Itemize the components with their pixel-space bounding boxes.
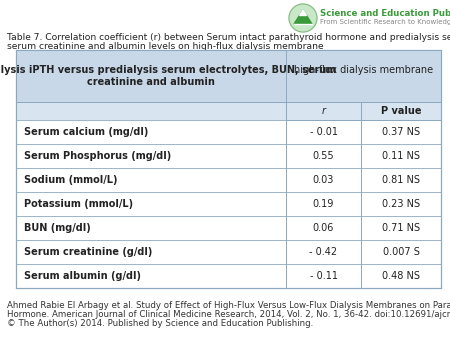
Text: P value: P value xyxy=(381,106,421,116)
Text: 0.23 NS: 0.23 NS xyxy=(382,199,420,209)
Text: Serum albumin (g/dl): Serum albumin (g/dl) xyxy=(24,271,141,281)
Text: Science and Education Publishing: Science and Education Publishing xyxy=(320,8,450,18)
Text: From Scientific Research to Knowledge: From Scientific Research to Knowledge xyxy=(320,19,450,25)
Text: 0.48 NS: 0.48 NS xyxy=(382,271,420,281)
Text: - 0.42: - 0.42 xyxy=(310,247,338,257)
Text: Predialysis iPTH versus predialysis serum electrolytes, BUN, serum
creatinine an: Predialysis iPTH versus predialysis seru… xyxy=(0,65,337,87)
Polygon shape xyxy=(300,10,306,16)
Text: 0.11 NS: 0.11 NS xyxy=(382,151,420,161)
Text: 0.55: 0.55 xyxy=(313,151,334,161)
Text: high-flux dialysis membrane: high-flux dialysis membrane xyxy=(294,65,433,75)
Text: © The Author(s) 2014. Published by Science and Education Publishing.: © The Author(s) 2014. Published by Scien… xyxy=(7,319,313,328)
Polygon shape xyxy=(294,10,312,24)
Circle shape xyxy=(289,4,317,32)
Text: r: r xyxy=(321,106,325,116)
Text: Serum Phosphorus (mg/dl): Serum Phosphorus (mg/dl) xyxy=(24,151,171,161)
Text: 0.81 NS: 0.81 NS xyxy=(382,175,420,185)
Text: 0.03: 0.03 xyxy=(313,175,334,185)
Text: 0.19: 0.19 xyxy=(313,199,334,209)
Bar xyxy=(16,102,441,120)
Text: Hormone. American Journal of Clinical Medicine Research, 2014, Vol. 2, No. 1, 36: Hormone. American Journal of Clinical Me… xyxy=(7,310,450,319)
Text: 0.06: 0.06 xyxy=(313,223,334,233)
Text: Potassium (mmol/L): Potassium (mmol/L) xyxy=(24,199,133,209)
Text: Ahmed Rabie El Arbagy et al. Study of Effect of High-Flux Versus Low-Flux Dialys: Ahmed Rabie El Arbagy et al. Study of Ef… xyxy=(7,301,450,310)
Bar xyxy=(16,50,441,102)
Text: - 0.01: - 0.01 xyxy=(310,127,338,137)
Text: 0.71 NS: 0.71 NS xyxy=(382,223,420,233)
Bar xyxy=(16,50,441,288)
Text: BUN (mg/dl): BUN (mg/dl) xyxy=(24,223,91,233)
Text: 0.007 S: 0.007 S xyxy=(382,247,419,257)
Text: serum creatinine and albumin levels on high-flux dialysis membrane: serum creatinine and albumin levels on h… xyxy=(7,42,324,51)
Text: Sodium (mmol/L): Sodium (mmol/L) xyxy=(24,175,117,185)
Text: Serum calcium (mg/dl): Serum calcium (mg/dl) xyxy=(24,127,148,137)
Text: - 0.11: - 0.11 xyxy=(310,271,338,281)
Text: 0.37 NS: 0.37 NS xyxy=(382,127,420,137)
Text: Table 7. Correlation coefficient (r) between Serum intact parathyroid hormone an: Table 7. Correlation coefficient (r) bet… xyxy=(7,33,450,42)
Text: Serum creatinine (g/dl): Serum creatinine (g/dl) xyxy=(24,247,153,257)
